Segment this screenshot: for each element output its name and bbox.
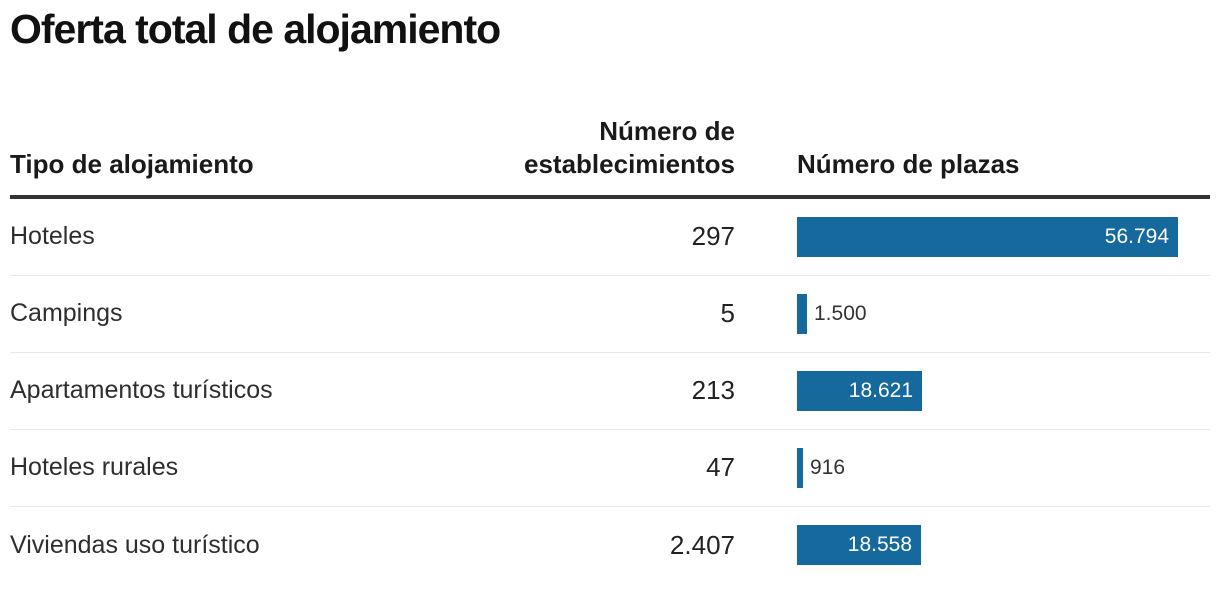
establishments-value: 47 [706, 452, 735, 483]
plazas-bar-cell: 18.558 [797, 507, 1210, 584]
plazas-value: 916 [810, 455, 846, 479]
plazas-bar-cell: 1.500 [797, 276, 1210, 352]
column-header-tipo: Tipo de alojamiento [10, 149, 254, 180]
plazas-bar: 18.621 [797, 370, 922, 411]
table-row: Campings 5 1.500 [10, 276, 1210, 353]
column-header-establecimientos: Número de establecimientos [524, 116, 735, 180]
plazas-bar-cell: 18.621 [797, 353, 1210, 429]
row-label: Campings [10, 299, 123, 328]
table-header: Tipo de alojamiento Número de establecim… [10, 115, 1210, 195]
column-header-plazas: Número de plazas [797, 149, 1020, 180]
row-label: Hoteles [10, 222, 95, 251]
plazas-value: 56.794 [1104, 224, 1169, 248]
plazas-value: 18.621 [848, 378, 913, 402]
table-body: Hoteles 297 56.794 Campings 5 1.500 Apartament… [10, 199, 1210, 584]
table-row: Apartamentos turísticos 213 18.621 [10, 353, 1210, 430]
establishments-value: 2.407 [669, 529, 735, 560]
header-rule [10, 194, 1210, 199]
plazas-bar [797, 447, 803, 488]
plazas-bar-cell: 916 [797, 430, 1210, 506]
establishments-value: 5 [720, 298, 735, 329]
chart-container: Oferta total de alojamiento Tipo de aloj… [10, 6, 1210, 584]
plazas-bar: 18.558 [797, 525, 921, 566]
establishments-value: 213 [691, 375, 735, 406]
plazas-bar [797, 293, 807, 334]
row-label: Hoteles rurales [10, 453, 179, 482]
establishments-value: 297 [691, 221, 735, 252]
plazas-bar: 56.794 [797, 216, 1178, 257]
row-label: Viviendas uso turístico [10, 530, 260, 559]
table-row: Viviendas uso turístico 2.407 18.558 [10, 507, 1210, 584]
plazas-value: 18.558 [847, 533, 912, 557]
table-row: Hoteles 297 56.794 [10, 199, 1210, 276]
plazas-bar-cell: 56.794 [797, 199, 1210, 275]
table-row: Hoteles rurales 47 916 [10, 430, 1210, 507]
plazas-value: 1.500 [814, 301, 867, 325]
page-title: Oferta total de alojamiento [10, 6, 501, 52]
row-label: Apartamentos turísticos [10, 376, 273, 405]
